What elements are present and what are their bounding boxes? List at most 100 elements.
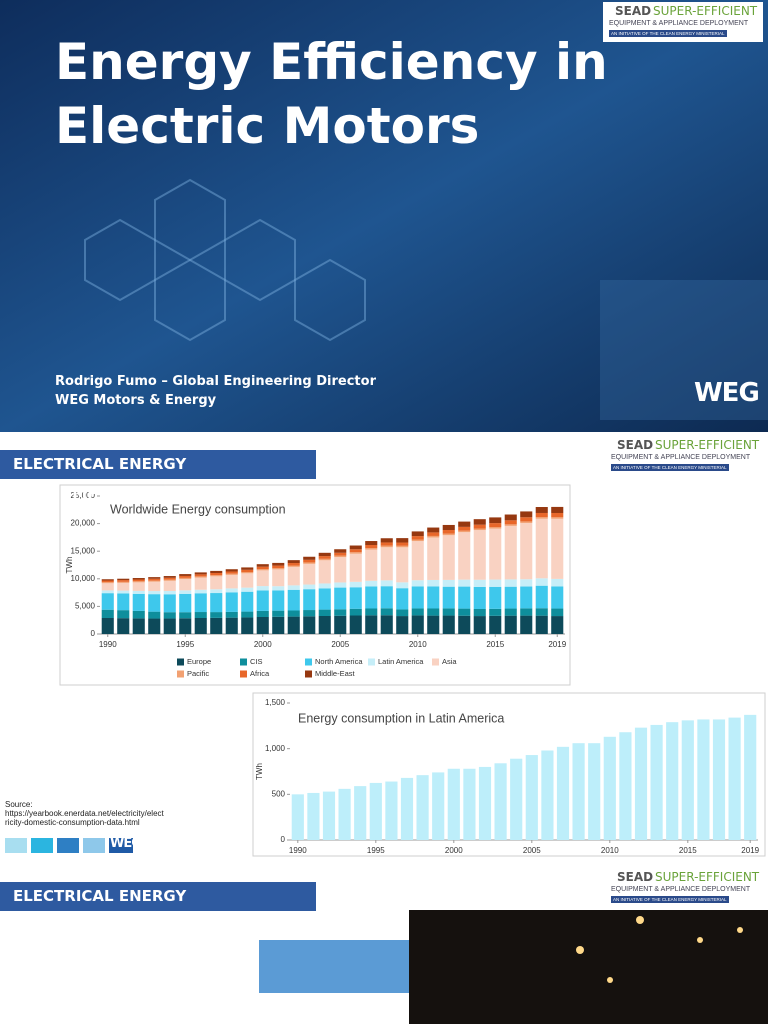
bar-segment <box>132 579 145 582</box>
bar-segment <box>411 580 424 587</box>
bar-segment <box>179 575 192 578</box>
bar-segment <box>210 576 223 590</box>
legend-label: CIS <box>250 657 263 666</box>
bar-segment <box>225 571 238 574</box>
bar-segment <box>458 608 471 616</box>
bar-segment <box>520 522 533 580</box>
bar-segment <box>551 608 564 617</box>
legend-label: Africa <box>250 669 270 678</box>
logo-name: SEAD <box>617 438 654 452</box>
bar-segment <box>256 566 269 570</box>
x-tick-label: 2005 <box>523 846 541 855</box>
bar-segment <box>225 611 238 618</box>
bar-segment <box>179 590 192 594</box>
bar-segment <box>380 547 393 581</box>
bar-segment <box>520 521 533 523</box>
bar-segment <box>194 589 207 594</box>
x-tick-label: 2000 <box>254 640 272 649</box>
logo-line: EQUIPMENT & APPLIANCE DEPLOYMENT <box>611 454 751 461</box>
title-slide-background <box>0 0 768 432</box>
bar-segment <box>148 611 161 619</box>
bar-segment <box>287 566 300 586</box>
bar-segment <box>101 609 114 618</box>
x-tick-label: 2005 <box>331 640 349 649</box>
bar-segment <box>132 578 145 580</box>
bar-segment <box>504 524 517 526</box>
bar <box>744 714 757 840</box>
bar-segment <box>163 594 176 613</box>
bar-segment <box>318 583 331 589</box>
sead-logo: SEAD SUPER-EFFICIENT EQUIPMENT & APPLIANC… <box>605 868 765 908</box>
y-tick-label: 500 <box>272 789 286 798</box>
bar-segment <box>318 558 331 561</box>
bar-segment <box>489 586 502 609</box>
y-tick-label: 10,000 <box>71 574 96 583</box>
bar-segment <box>210 617 223 634</box>
bar-segment <box>489 523 502 528</box>
bar-segment <box>194 593 207 613</box>
bar-segment <box>194 617 207 634</box>
photo-lights <box>576 916 743 983</box>
bar-segment <box>179 618 192 634</box>
bar-segment <box>535 615 548 634</box>
bar-segment <box>551 506 564 513</box>
y-tick-label: 25,000 <box>71 491 96 500</box>
bar-segment <box>535 517 548 519</box>
bar <box>556 746 570 840</box>
bar <box>619 732 632 840</box>
bar-segment <box>132 581 145 583</box>
bar-segment <box>225 592 238 612</box>
bar-segment <box>163 580 176 591</box>
bar <box>338 788 351 840</box>
bar <box>354 786 367 840</box>
bar-segment <box>473 579 486 587</box>
bar-segment <box>427 527 440 533</box>
bar-segment <box>194 574 207 577</box>
bar <box>369 782 382 840</box>
color-swatches <box>5 838 133 853</box>
bar-segment <box>504 514 517 521</box>
bar-segment <box>148 577 161 579</box>
bar-segment <box>148 618 161 634</box>
slide-heading: ELECTRICAL ENERGY CONSUMPTION <box>0 450 316 502</box>
x-tick-label: 1990 <box>99 640 117 649</box>
bar-segment <box>504 586 517 609</box>
bar <box>541 750 554 840</box>
bar-segment <box>272 590 285 611</box>
legend-label: North America <box>315 657 363 666</box>
bar-segment <box>132 593 145 611</box>
bar-segment <box>411 586 424 609</box>
company: WEG Motors & Energy <box>55 393 217 408</box>
bar-segment <box>318 556 331 559</box>
bar <box>650 724 663 840</box>
bar-segment <box>210 575 223 577</box>
chart-title: Energy consumption in Latin America <box>298 711 504 725</box>
bar-segment <box>272 586 285 591</box>
bar-segment <box>334 557 347 583</box>
slide-title: Energy Efficiency in Electric Motors <box>55 33 608 155</box>
bar-segment <box>396 547 409 583</box>
x-tick-label: 2019 <box>548 640 566 649</box>
blue-block <box>259 940 409 993</box>
bar-segment <box>163 577 176 580</box>
bar-segment <box>551 517 564 519</box>
bar <box>494 763 507 840</box>
bar-segment <box>163 579 176 581</box>
bar-segment <box>318 609 331 617</box>
bar-segment <box>303 559 316 563</box>
bar-segment <box>458 521 471 527</box>
bar-segment <box>396 616 409 634</box>
bar-segment <box>148 580 161 582</box>
bar-segment <box>396 542 409 546</box>
bar-segment <box>117 618 130 634</box>
bar-segment <box>427 532 440 536</box>
legend-label: Europe <box>187 657 211 666</box>
bar-segment <box>473 524 486 529</box>
x-tick-label: 2010 <box>601 846 619 855</box>
legend-swatch <box>177 658 184 666</box>
bar-segment <box>535 518 548 579</box>
bar-segment <box>334 587 347 610</box>
bar-segment <box>132 610 145 619</box>
bar-segment <box>504 608 517 616</box>
